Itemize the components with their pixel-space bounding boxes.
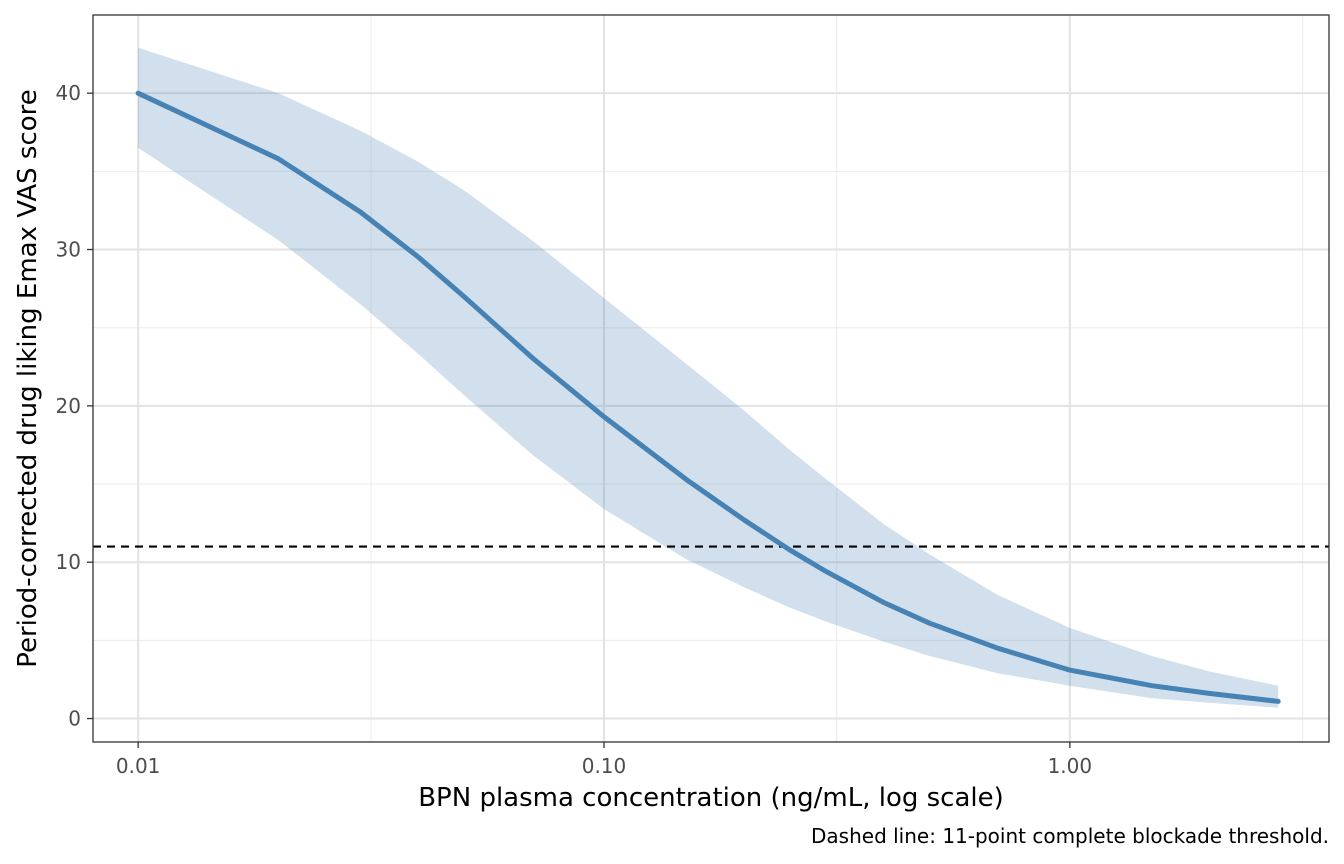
y-tick-label: 0 <box>68 707 81 731</box>
panel-border <box>92 14 1330 743</box>
y-axis-title: Period-corrected drug liking Emax VAS sc… <box>13 89 43 668</box>
y-tick-label: 10 <box>56 550 81 574</box>
x-tick-label: 0.01 <box>116 754 161 778</box>
series-line <box>135 90 1281 704</box>
x-axis-ticks: 0.01 0.10 1.00 <box>116 742 1092 778</box>
x-axis-title: BPN plasma concentration (ng/mL, log sca… <box>418 783 1004 813</box>
x-tick-label: 1.00 <box>1048 754 1093 778</box>
major-gridlines <box>93 15 1329 742</box>
x-tick-label: 0.10 <box>582 754 627 778</box>
y-tick-label: 40 <box>56 81 81 105</box>
y-tick-label: 20 <box>56 394 81 418</box>
y-axis-ticks: 0 10 20 30 40 <box>56 81 93 731</box>
confidence-band <box>138 47 1279 708</box>
chart-caption: Dashed line: 11-point complete blockade … <box>811 824 1329 848</box>
y-tick-label: 30 <box>56 238 81 262</box>
series-line-group <box>135 90 1281 704</box>
confidence-band-group <box>138 47 1279 708</box>
minor-gridlines <box>93 15 1329 742</box>
